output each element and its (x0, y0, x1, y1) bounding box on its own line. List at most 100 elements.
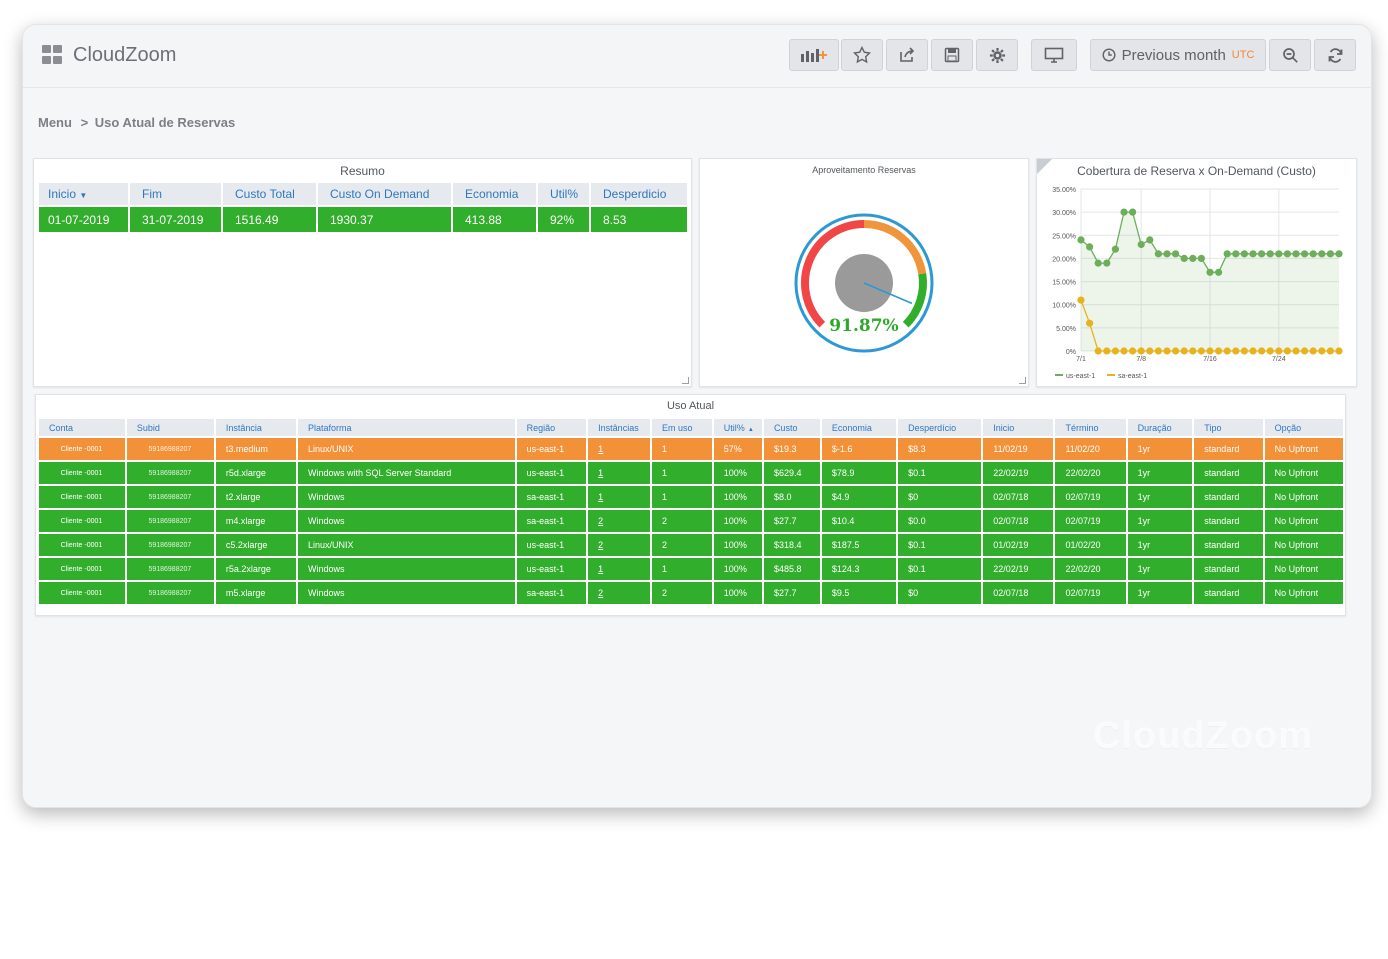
share-dashboard-button[interactable] (886, 39, 928, 71)
resumo-header-custo-on-demand[interactable]: Custo On Demand (318, 183, 451, 205)
uso-cell-custo: $27.7 (763, 508, 820, 532)
table-row[interactable]: Cliente -0001 59186988207 m4.xlarge Windows… (39, 508, 1343, 532)
data-point-sa-east-1 (1120, 347, 1128, 355)
uso-header-economia[interactable]: Economia (821, 419, 897, 436)
uso-cell-plataforma: Windows (297, 580, 515, 604)
app-title[interactable]: CloudZoom (73, 44, 177, 66)
resumo-header-util[interactable]: Util% (538, 183, 589, 205)
resumo-header-desperdicio[interactable]: Desperdicio (591, 183, 687, 205)
uso-cell-inicio: 02/07/18 (983, 484, 1054, 508)
uso-header-instancia[interactable]: Instância (215, 419, 296, 436)
resize-handle-icon[interactable] (682, 377, 689, 384)
uso-header-inicio[interactable]: Inicio (983, 419, 1054, 436)
resumo-cell-economia: 413.88 (453, 205, 536, 232)
resumo-header-custo-total[interactable]: Custo Total (223, 183, 316, 205)
uso-cell-instancias[interactable]: 1 (588, 556, 650, 580)
data-point-sa-east-1 (1309, 347, 1317, 355)
data-point-us-east-1 (1094, 259, 1102, 267)
uso-cell-regiao: us-east-1 (516, 436, 587, 460)
save-dashboard-button[interactable] (931, 39, 973, 71)
add-panel-button[interactable] (789, 39, 839, 71)
uso-cell-economia: $10.4 (821, 508, 897, 532)
uso-header-tipo[interactable]: Tipo (1194, 419, 1263, 436)
data-point-sa-east-1 (1137, 347, 1145, 355)
resumo-cell-fim: 31-07-2019 (130, 205, 221, 232)
uso-cell-termino: 22/02/20 (1055, 556, 1126, 580)
time-range-picker[interactable]: Previous month UTC (1090, 39, 1266, 71)
gauge-title: Aproveitamento Reservas (812, 165, 916, 175)
uso-cell-conta: Cliente -0001 (39, 508, 125, 532)
table-row[interactable]: Cliente -0001 59186988207 r5a.2xlarge Windo… (39, 556, 1343, 580)
uso-cell-instancias[interactable]: 1 (588, 484, 650, 508)
breadcrumb: Menu > Uso Atual de Reservas (38, 115, 235, 130)
grid-logo-icon[interactable] (42, 45, 64, 65)
y-tick-label: 35.00% (1052, 187, 1076, 194)
uso-cell-instancias[interactable]: 2 (588, 532, 650, 556)
view-mode-button[interactable] (1031, 39, 1077, 71)
breadcrumb-root-link[interactable]: Menu (38, 115, 72, 130)
resumo-header-economia[interactable]: Economia (453, 183, 536, 205)
data-point-us-east-1 (1215, 268, 1223, 276)
uso-header-termino[interactable]: Término (1055, 419, 1126, 436)
uso-header-duracao[interactable]: Duração (1127, 419, 1193, 436)
uso-header-desperdicio[interactable]: Desperdício (898, 419, 982, 436)
uso-cell-em-uso: 1 (651, 436, 712, 460)
uso-cell-util: 100% (713, 532, 762, 556)
uso-cell-tipo: standard (1194, 460, 1263, 484)
resumo-header-inicio[interactable]: Inicio ▼ (39, 183, 128, 205)
uso-cell-opcao: No Upfront (1264, 460, 1343, 484)
uso-cell-termino: 02/07/19 (1055, 580, 1126, 604)
data-point-sa-east-1 (1180, 347, 1188, 355)
data-point-sa-east-1 (1223, 347, 1231, 355)
settings-button[interactable] (976, 39, 1018, 71)
uso-header-opcao[interactable]: Opção (1264, 419, 1343, 436)
uso-cell-plataforma: Linux/UNIX (297, 532, 515, 556)
uso-header-subid[interactable]: Subid (126, 419, 214, 436)
data-point-sa-east-1 (1154, 347, 1162, 355)
refresh-button[interactable] (1314, 39, 1356, 71)
uso-cell-instancias[interactable]: 2 (588, 508, 650, 532)
x-tick-label: 7/8 (1136, 356, 1146, 363)
uso-header-regiao[interactable]: Região (516, 419, 587, 436)
data-point-sa-east-1 (1197, 347, 1205, 355)
uso-cell-instancias[interactable]: 1 (588, 460, 650, 484)
uso-cell-instancias[interactable]: 2 (588, 580, 650, 604)
uso-cell-custo: $485.8 (763, 556, 820, 580)
uso-header-instancias[interactable]: Instâncias (588, 419, 650, 436)
uso-cell-termino: 11/02/20 (1055, 436, 1126, 460)
uso-cell-duracao: 1yr (1127, 580, 1193, 604)
uso-cell-instancias[interactable]: 1 (588, 436, 650, 460)
info-icon[interactable] (1037, 159, 1052, 174)
uso-cell-regiao: us-east-1 (516, 532, 587, 556)
data-point-sa-east-1 (1146, 347, 1154, 355)
uso-header-em-uso[interactable]: Em uso (651, 419, 712, 436)
zoom-out-button[interactable] (1269, 39, 1311, 71)
sort-desc-icon: ▼ (79, 191, 88, 200)
uso-header-custo[interactable]: Custo (763, 419, 820, 436)
table-row[interactable]: Cliente -0001 59186988207 m5.xlarge Windows… (39, 580, 1343, 604)
table-row[interactable]: Cliente -0001 59186988207 t2.xlarge Windows… (39, 484, 1343, 508)
uso-cell-em-uso: 1 (651, 556, 712, 580)
resumo-cell-util: 92% (538, 205, 589, 232)
uso-header-conta[interactable]: Conta (39, 419, 125, 436)
table-row[interactable]: Cliente -0001 59186988207 t3.medium Linux/U… (39, 436, 1343, 460)
data-point-sa-east-1 (1086, 319, 1094, 327)
uso-cell-subid: 59186988207 (126, 436, 214, 460)
resumo-header-fim[interactable]: Fim (130, 183, 221, 205)
uso-cell-conta: Cliente -0001 (39, 460, 125, 484)
data-point-sa-east-1 (1206, 347, 1214, 355)
uso-cell-opcao: No Upfront (1264, 580, 1343, 604)
legend-label-us-east-1: us-east-1 (1066, 373, 1095, 380)
resumo-panel: Resumo Inicio ▼ Fim Custo Total Custo On… (33, 158, 692, 387)
table-row[interactable]: Cliente -0001 59186988207 r5d.xlarge Window… (39, 460, 1343, 484)
star-dashboard-button[interactable] (841, 39, 883, 71)
data-point-sa-east-1 (1326, 347, 1334, 355)
uso-cell-util: 100% (713, 508, 762, 532)
uso-cell-economia: $187.5 (821, 532, 897, 556)
resize-handle-icon[interactable] (1019, 377, 1026, 384)
data-point-us-east-1 (1077, 236, 1085, 244)
uso-cell-subid: 59186988207 (126, 508, 214, 532)
table-row[interactable]: Cliente -0001 59186988207 c5.2xlarge Linux/… (39, 532, 1343, 556)
uso-header-util[interactable]: Util% ▲ (713, 419, 762, 436)
uso-header-plataforma[interactable]: Plataforma (297, 419, 515, 436)
